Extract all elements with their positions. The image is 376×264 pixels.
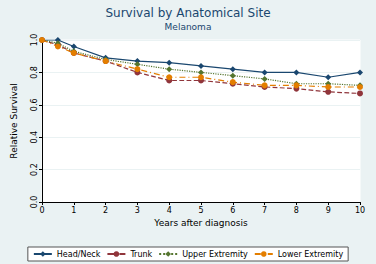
svg-text:6: 6: [230, 206, 235, 215]
svg-text:Relative Survival: Relative Survival: [9, 83, 19, 158]
svg-text:1: 1: [71, 206, 76, 215]
svg-text:8: 8: [294, 206, 299, 215]
svg-text:Trunk: Trunk: [129, 250, 152, 259]
svg-text:0.0: 0.0: [30, 196, 39, 209]
svg-text:Years after diagnosis: Years after diagnosis: [153, 218, 248, 228]
svg-text:Melanoma: Melanoma: [165, 22, 212, 32]
svg-text:Upper Extremity: Upper Extremity: [182, 250, 248, 259]
svg-text:0.4: 0.4: [30, 131, 39, 144]
svg-text:9: 9: [326, 206, 331, 215]
svg-text:5: 5: [198, 206, 203, 215]
svg-text:0.8: 0.8: [30, 66, 39, 79]
svg-text:1.0: 1.0: [30, 34, 39, 47]
svg-text:3: 3: [135, 206, 140, 215]
svg-text:0: 0: [39, 206, 44, 215]
svg-text:Head/Neck: Head/Neck: [57, 250, 101, 259]
svg-text:0.2: 0.2: [30, 163, 39, 176]
svg-text:7: 7: [262, 206, 267, 215]
svg-text:4: 4: [167, 206, 172, 215]
svg-text:0.6: 0.6: [30, 98, 39, 111]
svg-text:Survival by Anatomical Site: Survival by Anatomical Site: [105, 6, 270, 20]
svg-text:Lower Extremity: Lower Extremity: [278, 250, 344, 259]
svg-text:10: 10: [355, 206, 365, 215]
svg-text:2: 2: [103, 206, 108, 215]
